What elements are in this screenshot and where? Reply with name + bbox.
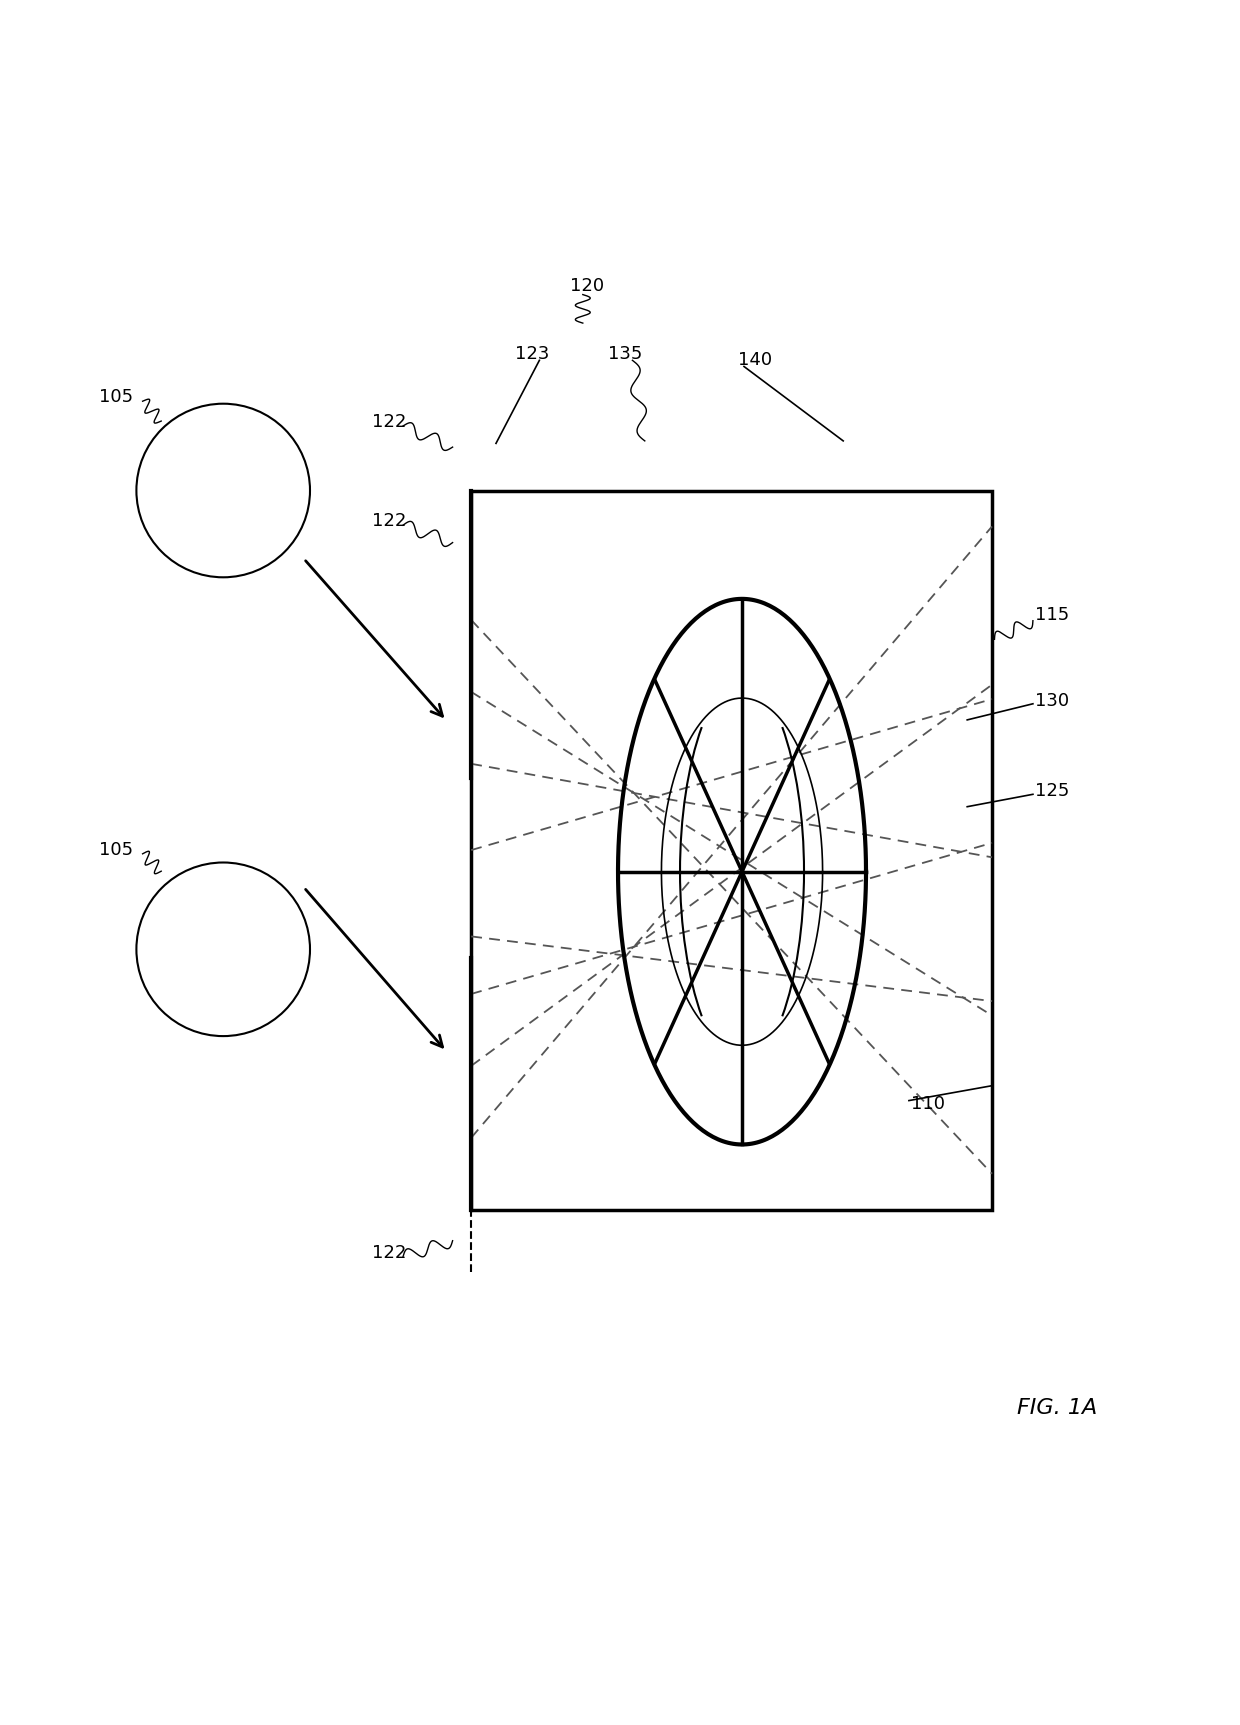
Text: 110: 110 [911,1095,945,1113]
Text: 122: 122 [372,1244,407,1263]
Text: 123: 123 [515,345,549,362]
Text: 120: 120 [570,278,605,295]
Text: 105: 105 [99,842,134,859]
Text: 130: 130 [1035,692,1070,711]
Circle shape [136,404,310,578]
Bar [471,490,992,1209]
Text: 122: 122 [372,512,407,531]
Text: FIG. 1A: FIG. 1A [1017,1397,1097,1418]
Text: 122: 122 [372,414,407,431]
Text: 125: 125 [1035,781,1070,800]
Circle shape [136,862,310,1037]
Text: 135: 135 [608,345,642,362]
Text: 105: 105 [99,388,134,407]
Text: 115: 115 [1035,605,1070,623]
Text: 140: 140 [738,352,773,369]
